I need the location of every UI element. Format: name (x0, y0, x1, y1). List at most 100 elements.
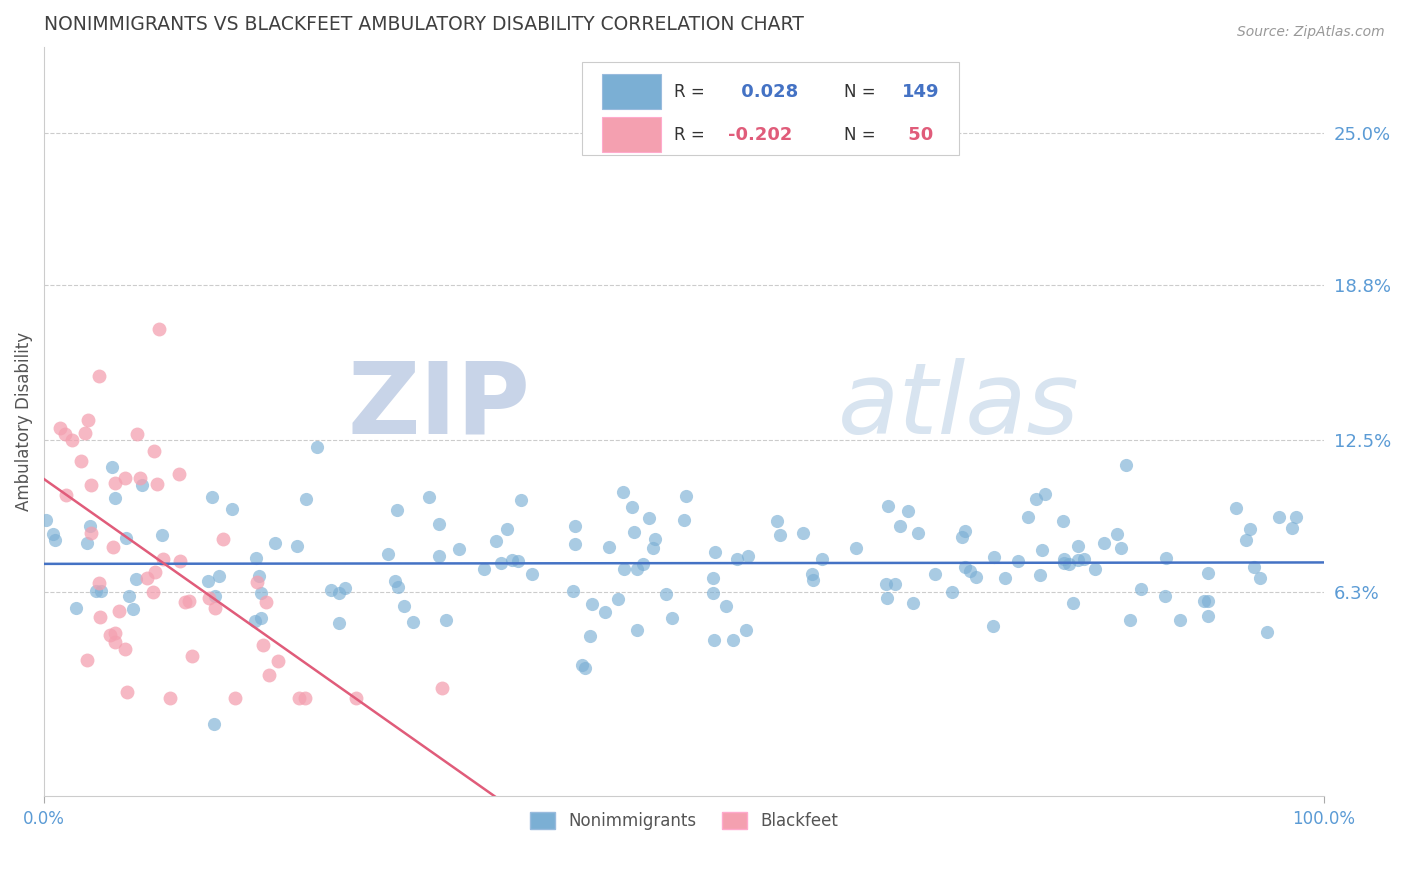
Point (1119, 613, 1142, 627)
Point (501, 552, 523, 566)
Point (703, 632, 725, 647)
Point (202, 717, 225, 731)
Point (644, 533, 666, 547)
Point (104, 635, 127, 649)
Point (1129, 582, 1152, 596)
Point (1067, 540, 1090, 554)
Point (889, 518, 911, 533)
Point (127, 427, 149, 442)
Point (142, 585, 165, 599)
Point (201, 491, 224, 505)
Point (146, 476, 169, 491)
Point (394, 599, 416, 613)
Point (117, 590, 139, 604)
FancyBboxPatch shape (602, 74, 661, 109)
Point (1029, 567, 1052, 582)
Point (1033, 487, 1056, 501)
Point (42, 527, 65, 541)
Point (884, 577, 907, 591)
Point (897, 503, 920, 517)
Text: R =: R = (673, 126, 710, 144)
Point (508, 554, 530, 568)
Point (950, 529, 973, 543)
Point (1197, 593, 1219, 607)
Point (485, 534, 508, 549)
Point (76, 653, 98, 667)
Point (1225, 501, 1247, 516)
Point (875, 576, 897, 591)
Point (704, 545, 727, 559)
Point (1197, 609, 1219, 624)
Point (1053, 551, 1076, 566)
Point (224, 690, 246, 705)
Point (152, 551, 174, 566)
Point (1285, 510, 1308, 524)
Point (953, 560, 976, 574)
Point (811, 552, 834, 566)
Point (571, 658, 593, 673)
Point (965, 570, 987, 584)
Point (959, 564, 981, 578)
Point (626, 562, 648, 576)
Point (204, 590, 226, 604)
Point (655, 586, 678, 600)
Point (169, 467, 191, 482)
Text: NONIMMIGRANTS VS BLACKFEET AMBULATORY DISABILITY CORRELATION CHART: NONIMMIGRANTS VS BLACKFEET AMBULATORY DI… (44, 15, 804, 34)
Point (561, 583, 583, 598)
Point (131, 477, 153, 491)
Text: atlas: atlas (838, 358, 1080, 455)
Point (801, 573, 824, 587)
Point (620, 500, 643, 515)
Point (941, 584, 963, 599)
Point (1053, 556, 1076, 570)
Point (344, 690, 367, 705)
Point (1154, 551, 1177, 566)
Point (606, 591, 628, 606)
Point (60, 433, 83, 447)
Point (328, 586, 350, 600)
Point (80, 477, 103, 491)
Point (249, 569, 271, 583)
Point (623, 524, 645, 539)
Text: R =: R = (673, 83, 710, 101)
Point (387, 502, 409, 516)
Point (735, 623, 758, 637)
Point (245, 551, 267, 566)
Point (402, 615, 425, 629)
Point (114, 531, 136, 545)
Point (121, 602, 143, 616)
Point (702, 586, 724, 600)
Point (150, 528, 173, 542)
Point (288, 690, 311, 705)
Point (702, 571, 724, 585)
Point (993, 570, 1015, 584)
Point (169, 554, 191, 568)
Point (612, 485, 634, 500)
Point (159, 690, 181, 705)
Point (1057, 557, 1080, 571)
Point (252, 638, 274, 652)
Point (254, 595, 277, 609)
Point (328, 616, 350, 631)
Point (1154, 589, 1177, 603)
Point (723, 632, 745, 647)
Point (418, 490, 440, 504)
Point (1025, 492, 1047, 507)
Text: -0.202: -0.202 (727, 126, 792, 144)
Point (101, 460, 124, 475)
Point (1281, 521, 1303, 535)
Point (876, 591, 898, 605)
Point (174, 595, 197, 609)
Point (1234, 533, 1257, 547)
Point (295, 492, 318, 507)
Point (1067, 552, 1090, 566)
Point (579, 629, 602, 643)
Point (800, 567, 823, 582)
Point (104, 626, 127, 640)
Point (613, 561, 636, 575)
Point (246, 574, 269, 589)
Point (333, 581, 356, 595)
Point (1268, 510, 1291, 524)
Legend: Nonimmigrants, Blackfeet: Nonimmigrants, Blackfeet (523, 805, 845, 837)
Point (35, 513, 58, 527)
